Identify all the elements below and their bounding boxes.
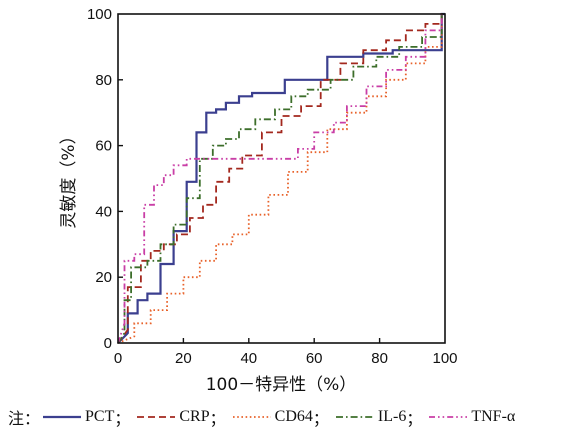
x-tick-label: 80 [371, 350, 388, 367]
y-tick-label: 60 [95, 138, 112, 155]
x-tick-label: 0 [114, 350, 122, 367]
legend-label: CRP [179, 408, 210, 425]
x-tick-label: 20 [175, 350, 192, 367]
x-tick-label: 60 [306, 350, 323, 367]
series-line-tnf [117, 13, 445, 344]
legend-label: IL-6 [377, 408, 407, 425]
legend-swatch [137, 416, 176, 418]
legend-label: TNF-α [471, 408, 516, 425]
plot-frame [117, 13, 446, 344]
y-tick-label: 100 [87, 6, 112, 23]
series-line-cd64 [117, 13, 445, 344]
legend-swatch [232, 416, 271, 418]
x-tick-label: 40 [240, 350, 257, 367]
legend-swatch [43, 415, 82, 419]
y-tick-label: 80 [95, 72, 112, 89]
legend-prefix: 注： [8, 409, 41, 428]
legend-separator: ； [114, 409, 131, 428]
y-tick-label: 0 [104, 335, 112, 352]
legend-item-crp: CRP； [134, 405, 229, 429]
legend: 注： PCT； CRP； CD64； IL-6； TNF-α [0, 402, 572, 432]
legend-item-tnf: TNF-α [426, 408, 515, 426]
legend-swatch [429, 416, 468, 418]
y-tick-label: 20 [95, 269, 112, 286]
legend-separator: ； [312, 409, 329, 428]
legend-label: PCT [85, 408, 115, 425]
legend-separator: ； [406, 409, 423, 428]
series-line-il-6 [117, 13, 445, 344]
series-layer [117, 12, 445, 344]
legend-item-il-6: IL-6； [333, 405, 426, 429]
x-axis-title: 100－特异性（%） [206, 375, 357, 395]
legend-item-pct: PCT； [40, 405, 134, 429]
x-tick-label: 100 [432, 350, 457, 367]
series-line-crp [117, 13, 445, 344]
legend-item-cd64: CD64； [230, 405, 333, 429]
series-line-pct [117, 12, 445, 344]
legend-separator: ； [209, 409, 226, 428]
roc-chart: 0 20 40 60 80 100 0 20 40 60 80 100 100－特异性（%） 灵敏度（… [59, 6, 458, 395]
tick-layer: 0 20 40 60 80 100 0 20 40 60 80 100 [87, 6, 458, 367]
legend-swatch [335, 416, 374, 418]
y-tick-label: 40 [95, 203, 112, 220]
y-axis-title: 灵敏度（%） [59, 127, 79, 228]
legend-label: CD64 [274, 408, 313, 425]
